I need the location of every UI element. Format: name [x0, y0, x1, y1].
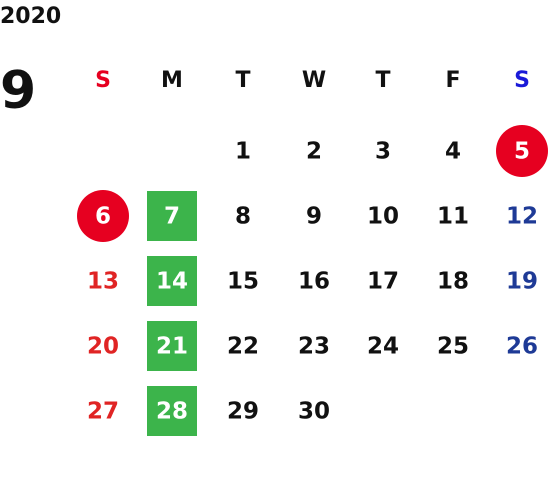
- weekday: T: [375, 68, 390, 93]
- day: 4: [445, 139, 461, 165]
- closed-day-box: [147, 256, 197, 306]
- year: 2020: [0, 4, 61, 29]
- weekday: W: [302, 68, 326, 93]
- day: 28: [156, 399, 188, 425]
- weekday: T: [235, 68, 250, 93]
- day: 5: [514, 139, 530, 165]
- closed-day-box: [147, 386, 197, 436]
- day: 13: [87, 269, 119, 295]
- day: 10: [367, 204, 399, 230]
- month: 9: [0, 61, 36, 121]
- day: 1: [235, 139, 251, 165]
- day: 6: [95, 204, 111, 230]
- weekday: S: [514, 68, 530, 93]
- weekday: M: [161, 68, 183, 93]
- holiday-circle: [496, 125, 548, 177]
- day: 27: [87, 399, 119, 425]
- day: 24: [367, 334, 399, 360]
- holiday-circle: [77, 190, 129, 242]
- day: 12: [506, 204, 538, 230]
- day: 9: [306, 204, 322, 230]
- day: 26: [506, 334, 538, 360]
- day: 7: [164, 204, 180, 230]
- day: 22: [227, 334, 259, 360]
- weekday: F: [445, 68, 460, 93]
- day: 17: [367, 269, 399, 295]
- day: 18: [437, 269, 469, 295]
- day: 8: [235, 204, 251, 230]
- day: 15: [227, 269, 259, 295]
- day: 20: [87, 334, 119, 360]
- day: 16: [298, 269, 330, 295]
- day: 21: [156, 334, 188, 360]
- day: 29: [227, 399, 259, 425]
- day: 19: [506, 269, 538, 295]
- day: 2: [306, 139, 322, 165]
- day: 11: [437, 204, 469, 230]
- day: 30: [298, 399, 330, 425]
- closed-day-box: [147, 321, 197, 371]
- day: 3: [375, 139, 391, 165]
- closed-day-box: [147, 191, 197, 241]
- weekday: S: [95, 68, 111, 93]
- day: 23: [298, 334, 330, 360]
- day: 14: [156, 269, 188, 295]
- day: 25: [437, 334, 469, 360]
